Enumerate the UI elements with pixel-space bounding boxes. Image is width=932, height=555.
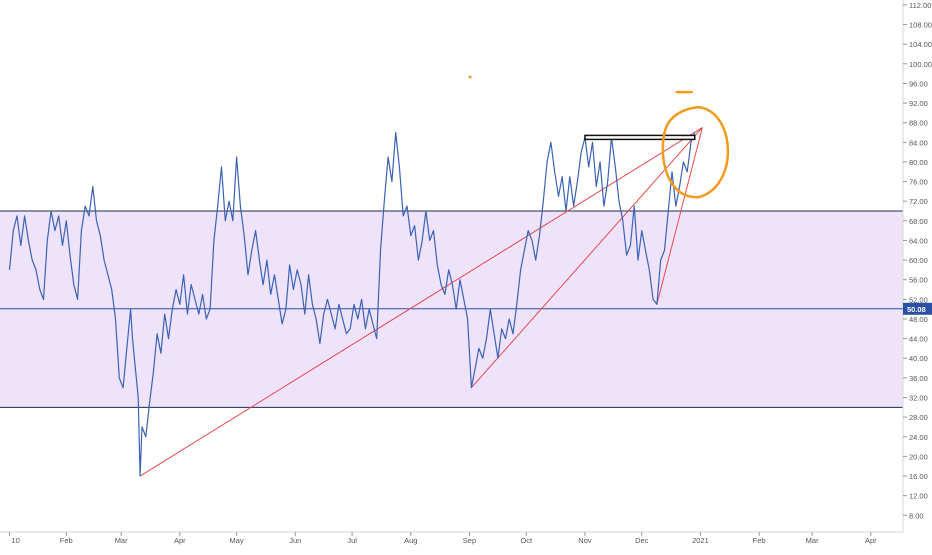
price-series-line <box>8 131 696 477</box>
y-tick-label: 44.00 <box>909 335 928 344</box>
y-tick-label: 84.00 <box>909 138 928 147</box>
x-tick-label: 2021 <box>692 536 709 545</box>
x-tick-label: Apr <box>865 536 877 545</box>
y-tick-label: 60.00 <box>909 256 928 265</box>
x-tick-label: Oct <box>520 536 533 545</box>
y-tick-label: 16.00 <box>909 472 928 481</box>
x-tick-label: Aug <box>404 536 417 545</box>
highlight-circle <box>661 105 730 199</box>
y-tick-label: 56.00 <box>909 276 928 285</box>
x-tick-label: Mar <box>115 536 128 545</box>
y-tick-label: 96.00 <box>909 79 928 88</box>
x-tick-label: Apr <box>174 536 186 545</box>
y-tick-label: 88.00 <box>909 119 928 128</box>
trendlines-layer <box>139 127 703 477</box>
annotations-layer <box>468 75 730 199</box>
x-tick-label: Jun <box>289 536 301 545</box>
x-axis: 10 Feb Mar Apr May Jun Jul Aug Sep Oct Nov Dec 2021 F… <box>0 531 903 545</box>
y-tick-label: 12.00 <box>909 492 928 501</box>
y-tick-label: 40.00 <box>909 354 928 363</box>
y-tick-label: 76.00 <box>909 178 928 187</box>
x-tick-label: Dec <box>635 536 649 545</box>
y-tick-label: 36.00 <box>909 374 928 383</box>
price-label: 50.08 <box>907 305 926 314</box>
x-tick-label: Sep <box>463 536 476 545</box>
y-tick-label: 112.00 <box>909 1 931 10</box>
y-tick-label: 48.00 <box>909 315 928 324</box>
x-tick-label: Nov <box>578 536 592 545</box>
x-tick-label: May <box>230 536 244 545</box>
y-tick-label: 8.00 <box>909 511 924 520</box>
y-tick-label: 100.00 <box>909 60 932 69</box>
y-tick-label: 92.00 <box>909 99 928 108</box>
resistance-marker <box>584 134 696 141</box>
price-label-bg <box>903 302 932 315</box>
y-tick-label: 24.00 <box>909 433 928 442</box>
y-tick-label: 32.00 <box>909 394 928 403</box>
y-tick-label: 104.00 <box>909 40 932 49</box>
y-tick-label: 52.00 <box>909 295 928 304</box>
x-tick-label: Feb <box>60 536 73 545</box>
y-tick-label: 68.00 <box>909 217 928 226</box>
series-layer <box>8 131 696 477</box>
y-tick-label: 108.00 <box>909 21 932 30</box>
y-axis-background <box>903 0 932 550</box>
x-tick-label: Feb <box>753 536 766 545</box>
trendline <box>139 127 703 477</box>
stray-dot <box>468 75 472 79</box>
y-tick-label: 28.00 <box>909 413 928 422</box>
x-tick-label: Jul <box>347 536 357 545</box>
y-axis: 112.00 108.00 104.00 100.00 96.00 92.00 88.00 8… <box>902 0 932 550</box>
y-tick-label: 20.00 <box>909 452 928 461</box>
horizontal-lines-layer <box>0 210 903 408</box>
x-tick-label: 10 <box>11 536 19 545</box>
y-tick-label: 72.00 <box>909 197 928 206</box>
y-tick-label: 64.00 <box>909 236 928 245</box>
x-tick-label: Mar <box>806 536 819 545</box>
y-tick-label: 80.00 <box>909 158 928 167</box>
trendline <box>656 127 703 305</box>
trendline <box>471 127 703 389</box>
